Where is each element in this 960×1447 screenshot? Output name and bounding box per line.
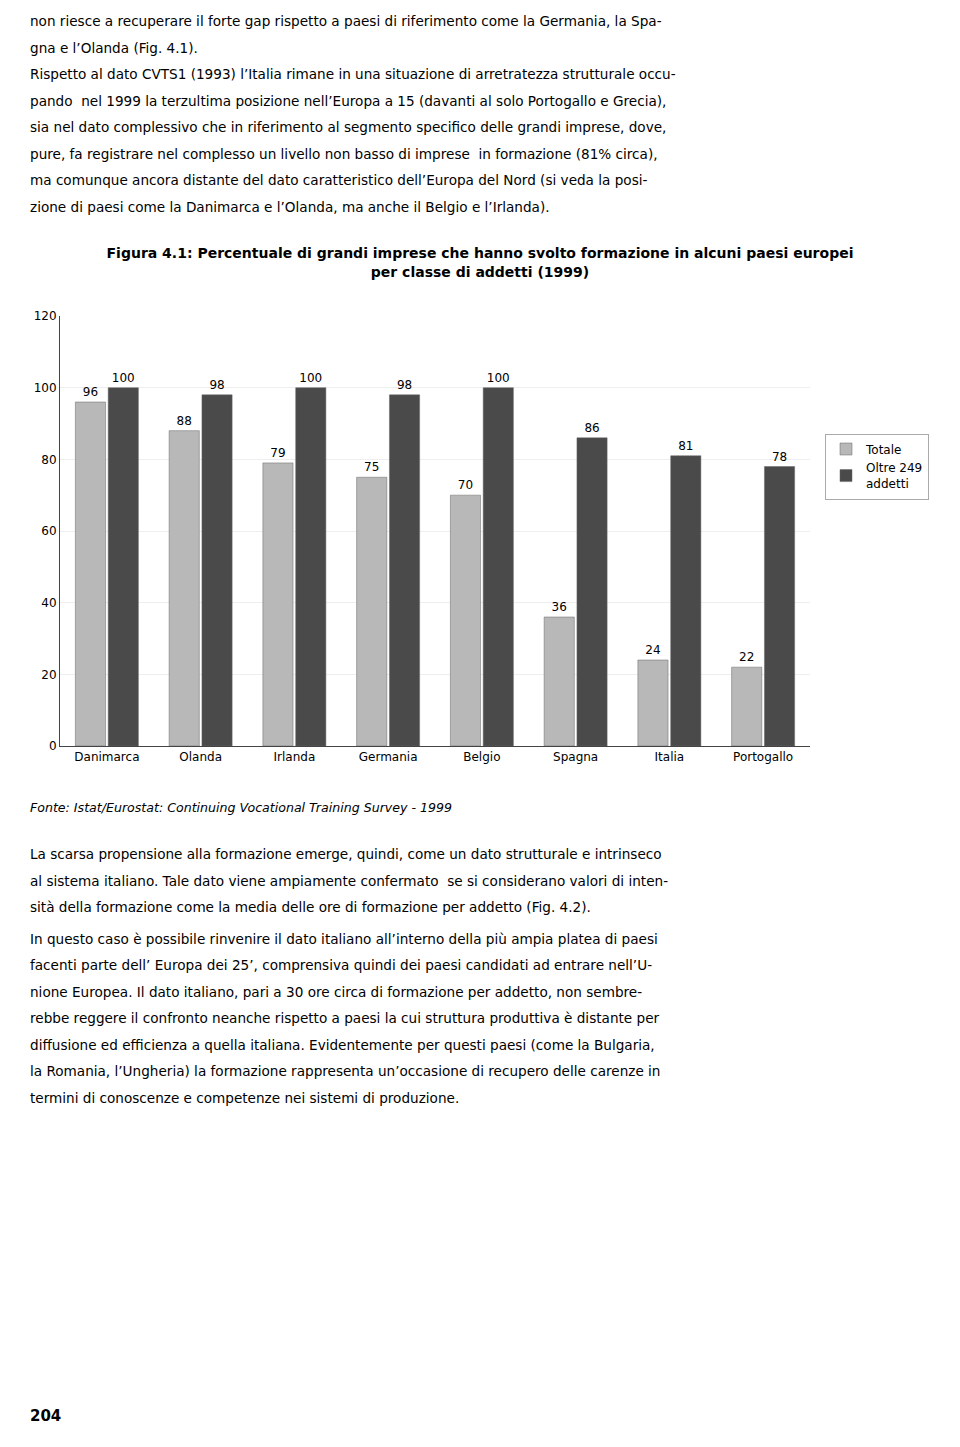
svg-text:120: 120	[34, 309, 57, 323]
svg-text:70: 70	[458, 478, 473, 492]
svg-text:96: 96	[83, 385, 98, 399]
html-text:La scarsa propensione alla for: La scarsa propensione alla formazione em…	[30, 846, 662, 862]
html-text:facenti parte dell’ Europa dei: facenti parte dell’ Europa dei 25’, comp…	[30, 957, 652, 973]
svg-text:Danimarca: Danimarca	[74, 750, 139, 764]
svg-text:Belgio: Belgio	[463, 750, 500, 764]
html-text:termini di conoscenze e compet: termini di conoscenze e competenze nei s…	[30, 1089, 460, 1106]
svg-text:80: 80	[41, 453, 56, 467]
html-text:Fonte: Istat/Eurostat: Continu: Fonte: Istat/Eurostat: Continuing Vocati…	[30, 800, 453, 815]
svg-text:40: 40	[41, 596, 56, 610]
svg-text:22: 22	[739, 650, 754, 664]
svg-text:Irlanda: Irlanda	[274, 750, 316, 764]
html-text:la Romania, l’Ungheria) la for: la Romania, l’Ungheria) la formazione ra…	[30, 1063, 661, 1079]
html-text:ma comunque ancora distante de: ma comunque ancora distante del dato car…	[30, 172, 648, 188]
html-text:al sistema italiano. Tale dato: al sistema italiano. Tale dato viene amp…	[30, 872, 668, 889]
svg-text:98: 98	[209, 378, 224, 392]
html-text:gna e l’Olanda (Fig. 4.1).: gna e l’Olanda (Fig. 4.1).	[30, 39, 198, 56]
svg-text:Oltre 249addetti: Oltre 249addetti	[866, 461, 922, 491]
html-text:non riesce a recuperare il for: non riesce a recuperare il forte gap ris…	[30, 13, 662, 29]
svg-text:100: 100	[487, 371, 510, 385]
svg-text:Portogallo: Portogallo	[733, 750, 793, 764]
svg-text:98: 98	[397, 378, 412, 392]
svg-text:75: 75	[364, 460, 379, 474]
svg-text:88: 88	[177, 414, 192, 428]
svg-text:Figura 4.1: Percentuale di gra: Figura 4.1: Percentuale di grandi impres…	[107, 245, 854, 279]
html-text:Rispetto al dato CVTS1 (1993): Rispetto al dato CVTS1 (1993) l’Italia r…	[30, 66, 676, 82]
svg-text:100: 100	[299, 371, 322, 385]
html-text:pure, fa registrare nel comple: pure, fa registrare nel complesso un liv…	[30, 145, 658, 162]
svg-text:100: 100	[34, 381, 57, 395]
svg-text:86: 86	[584, 421, 599, 435]
html-text:pando nel 1999 la terzultima p: pando nel 1999 la terzultima posizione n…	[30, 92, 667, 109]
html-text:In questo caso è possibile rin: In questo caso è possibile rinvenire il …	[30, 930, 658, 947]
html-text:sia nel dato complessivo che i: sia nel dato complessivo che in riferime…	[30, 119, 667, 135]
svg-text:100: 100	[112, 371, 135, 385]
svg-text:36: 36	[552, 600, 567, 614]
html-text:diffusione ed efficienza a que: diffusione ed efficienza a quella italia…	[30, 1036, 655, 1053]
svg-text:81: 81	[678, 439, 693, 453]
svg-text:78: 78	[772, 450, 787, 464]
html-text:nione Europea. Il dato italian: nione Europea. Il dato italiano, pari a …	[30, 983, 643, 1000]
svg-text:79: 79	[270, 446, 285, 460]
html-text:sità della formazione come la: sità della formazione come la media dell…	[30, 899, 591, 915]
svg-text:20: 20	[41, 668, 56, 682]
html-text:rebbe reggere il confronto nea: rebbe reggere il confronto neanche rispe…	[30, 1010, 660, 1026]
svg-text:Spagna: Spagna	[553, 750, 598, 764]
html-text:zione di paesi come la Danimar: zione di paesi come la Danimarca e l’Ola…	[30, 198, 550, 215]
svg-text:Olanda: Olanda	[179, 750, 222, 764]
html-text:204: 204	[30, 1407, 62, 1425]
svg-text:24: 24	[645, 643, 660, 657]
svg-text:60: 60	[41, 524, 56, 538]
svg-text:Germania: Germania	[359, 750, 418, 764]
svg-text:Italia: Italia	[655, 750, 685, 764]
svg-text:Totale: Totale	[865, 443, 901, 457]
svg-text:0: 0	[49, 739, 57, 753]
